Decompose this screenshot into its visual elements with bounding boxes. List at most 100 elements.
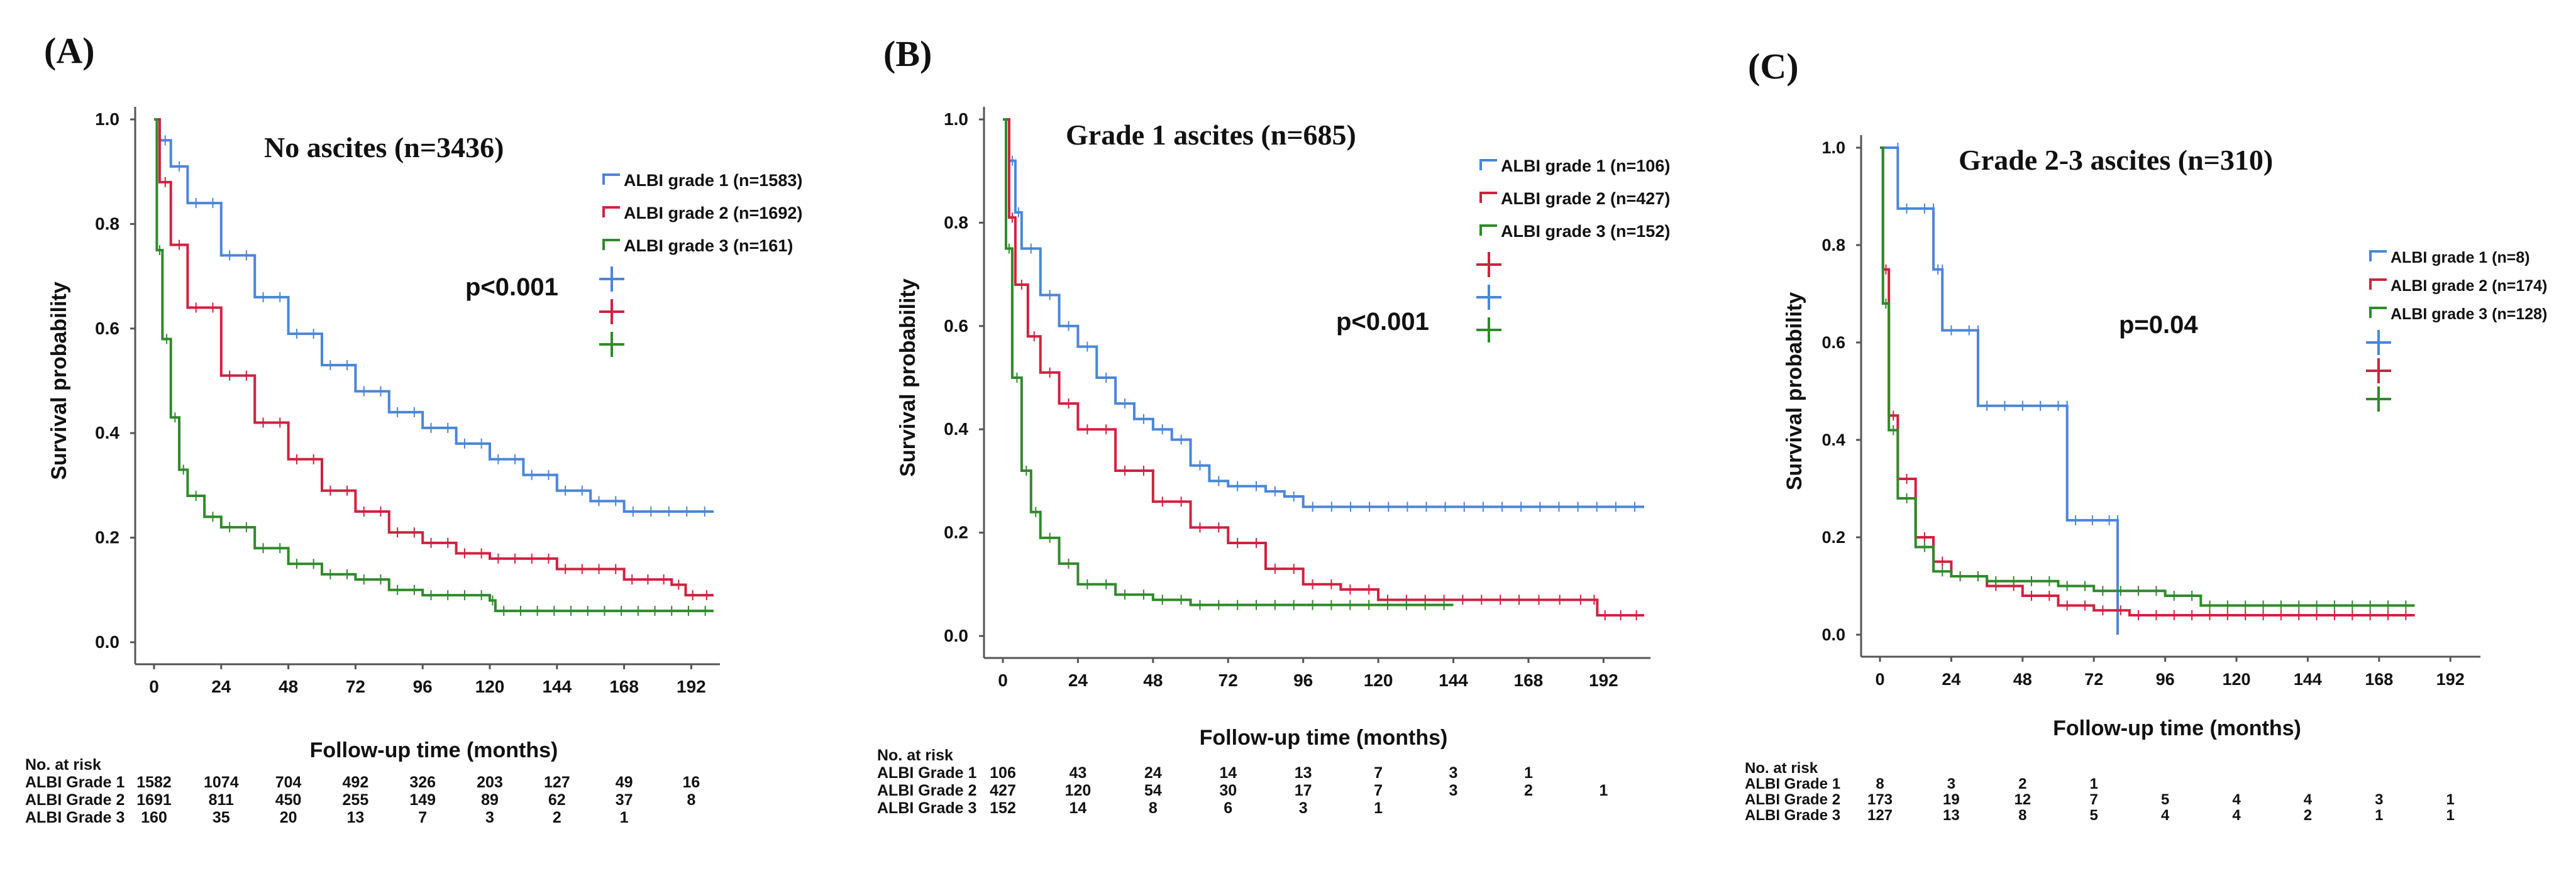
risk-count: 16: [682, 774, 700, 791]
risk-count: 173: [1867, 791, 1893, 808]
risk-count: 326: [409, 774, 436, 791]
y-tick-label: 0.0: [1821, 625, 1845, 644]
risk-count: 255: [343, 791, 369, 809]
y-tick-label: 0.2: [944, 523, 968, 542]
risk-count: 8: [687, 791, 695, 809]
survival-curve-grade-3: [1880, 146, 2415, 607]
survival-curve-grade-1: [154, 118, 714, 513]
y-tick-label: 0.8: [944, 212, 968, 232]
risk-count: 1074: [204, 774, 239, 791]
legend-line-icon: [2369, 278, 2387, 290]
x-tick-label: 0: [1875, 670, 1884, 689]
y-tick-label: 0.6: [944, 316, 968, 336]
x-tick-label: 24: [1942, 670, 1960, 689]
x-tick-label: 72: [1219, 671, 1238, 690]
risk-count: 1: [1374, 799, 1383, 817]
legend-label: ALBI grade 3 (n=152): [1501, 222, 1670, 241]
legend-label: ALBI grade 3 (n=161): [624, 236, 793, 255]
risk-count: 14: [1219, 764, 1237, 782]
survival-curve-grade-2: [154, 118, 714, 597]
risk-count: 7: [2090, 791, 2098, 808]
x-tick-label: 144: [2294, 670, 2322, 689]
y-axis-title: Survival probability: [1783, 292, 1806, 491]
risk-count: 8: [1149, 799, 1158, 817]
y-tick-label: 0.4: [944, 419, 968, 439]
legend-line-icon: [602, 239, 620, 250]
x-tick-label: 192: [677, 677, 706, 696]
x-tick-label: 192: [2436, 670, 2465, 689]
y-axis-title: Survival probability: [47, 282, 71, 480]
legend-line-icon: [602, 173, 620, 185]
risk-count: 5: [2161, 791, 2169, 808]
x-tick-label: 72: [2084, 670, 2103, 689]
risk-count: 106: [990, 764, 1016, 782]
legend-label: ALBI grade 2 (n=174): [2391, 277, 2547, 295]
risk-count: 152: [990, 799, 1016, 817]
risk-row-label: ALBI Grade 2: [25, 791, 124, 809]
legend-line-icon: [1479, 192, 1497, 203]
survival-curve-grade-3: [154, 118, 714, 613]
risk-count: 14: [1070, 799, 1087, 817]
x-tick-label: 120: [475, 677, 505, 696]
risk-count: 203: [477, 774, 503, 791]
x-tick-label: 120: [2222, 670, 2250, 689]
risk-count: 127: [1867, 807, 1893, 824]
risk-count: 13: [1943, 807, 1960, 824]
legend-line-icon: [602, 206, 620, 217]
risk-table-header: No. at risk: [877, 747, 953, 764]
x-axis-title: Follow-up time (months): [2053, 716, 2301, 740]
legend-line-icon: [1479, 159, 1497, 170]
risk-count: 30: [1219, 782, 1237, 799]
km-panel-3: (C) Grade 2-3 ascites (n=310) p=0.04 0.0 0.2…: [1745, 46, 2547, 824]
risk-count: 1582: [136, 774, 172, 791]
risk-count: 127: [544, 774, 570, 791]
x-tick-label: 144: [542, 677, 572, 696]
legend-label: ALBI grade 1 (n=1583): [624, 171, 802, 190]
risk-count: 7: [1374, 764, 1383, 782]
chart-title: No ascites (n=3436): [264, 131, 504, 163]
x-tick-label: 96: [413, 677, 433, 696]
risk-count: 1: [1524, 764, 1533, 782]
risk-count: 8: [2018, 807, 2026, 824]
risk-count: 1: [2375, 807, 2383, 824]
risk-table-header: No. at risk: [1745, 760, 1818, 777]
risk-count: 62: [548, 791, 566, 809]
y-tick-label: 0.0: [944, 626, 968, 645]
panel-label: (C): [1748, 46, 1799, 87]
legend-label: ALBI grade 1 (n=106): [1501, 156, 1670, 175]
km-panel-2: (B) Grade 1 ascites (n=685) p<0.001 0.0 0.2 0…: [877, 33, 1670, 817]
risk-count: 2: [1524, 782, 1533, 799]
survival-curve-grade-1: [1880, 146, 2119, 635]
x-tick-label: 72: [346, 677, 365, 696]
risk-row-label: ALBI Grade 2: [877, 782, 976, 799]
risk-count: 149: [409, 791, 436, 809]
risk-count: 37: [616, 791, 633, 809]
risk-count: 4: [2232, 791, 2241, 808]
p-value: p=0.04: [2119, 311, 2198, 339]
y-tick-label: 0.8: [1821, 236, 1845, 255]
chart-title: Grade 2-3 ascites (n=310): [1959, 144, 2273, 176]
x-tick-label: 96: [1293, 671, 1313, 690]
risk-row-label: ALBI Grade 1: [1745, 775, 1840, 792]
risk-count: 13: [1295, 764, 1312, 782]
risk-count: 35: [213, 809, 230, 826]
x-tick-label: 168: [2365, 670, 2393, 689]
risk-count: 20: [280, 809, 297, 826]
legend-label: ALBI grade 1 (n=8): [2391, 249, 2530, 266]
risk-count: 1: [2446, 807, 2455, 824]
y-tick-label: 0.0: [95, 632, 119, 652]
x-axis-title: Follow-up time (months): [1200, 726, 1448, 750]
survival-curve-grade-2: [1880, 146, 2415, 616]
y-tick-label: 1.0: [944, 109, 968, 129]
x-tick-label: 0: [149, 677, 159, 696]
y-tick-label: 1.0: [1821, 138, 1845, 157]
risk-row-label: ALBI Grade 2: [1745, 791, 1840, 808]
y-tick-label: 0.4: [95, 423, 119, 442]
y-tick-label: 0.8: [95, 214, 119, 233]
survival-curve-grade-2: [1003, 118, 1644, 617]
x-tick-label: 48: [1143, 671, 1163, 690]
risk-count: 24: [1144, 764, 1162, 782]
y-tick-label: 1.0: [95, 109, 119, 129]
legend-line-icon: [2369, 250, 2387, 261]
x-tick-label: 96: [2156, 670, 2175, 689]
